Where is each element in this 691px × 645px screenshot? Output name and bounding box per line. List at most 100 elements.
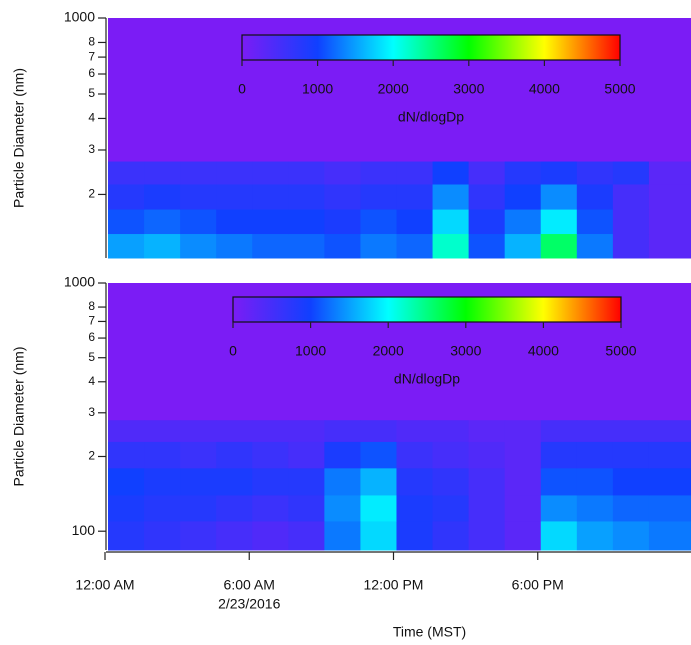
colorbar [232,296,622,323]
heatmap-cell [432,183,470,210]
heatmap-cell [216,494,253,522]
x-tick-label: 12:00 AM [75,577,134,593]
heatmap-cell [180,494,217,522]
colorbar-tick-label: 2000 [378,81,409,97]
heatmap-cell [648,420,691,442]
heatmap-cell [540,494,578,522]
heatmap-cell [504,420,542,442]
heatmap-cell [504,161,542,185]
heatmap-cell [540,209,578,235]
y-tick-label: 7 [88,49,95,63]
heatmap-cell [648,494,691,522]
heatmap-cell [504,520,542,551]
y-axis-label: Particle Diameter (nm) [11,346,27,486]
heatmap-cell [468,161,506,185]
heatmap-cell [108,209,145,235]
colorbar-tick-label: 4000 [528,343,559,359]
heatmap-cell [576,183,614,210]
heatmap-cell [576,233,614,259]
y-tick-label: 5 [88,86,95,100]
heatmap-cell [252,183,289,210]
heatmap-cell [432,161,470,185]
heatmap-cell [324,420,361,442]
heatmap-cell [396,161,434,185]
heatmap-cell [180,183,217,210]
y-tick-label: 4 [88,111,95,125]
date-label: 2/23/2016 [218,596,280,612]
heatmap-cell [540,441,578,469]
heatmap-cell [576,520,614,551]
heatmap-cell [216,209,253,235]
heatmap-cell [396,441,434,469]
heatmap-cell [396,494,434,522]
heatmap-cell [396,520,434,551]
heatmap-cell [324,183,361,210]
heatmap-cell [108,420,145,442]
heatmap-cell [144,183,181,210]
colorbar-tick-label: 3000 [453,81,484,97]
y-tick-label: 8 [88,35,95,49]
heatmap-cell [540,520,578,551]
heatmap-cell [288,441,325,469]
heatmap-cell [324,233,361,259]
heatmap-cell [324,467,361,496]
heatmap-cell [324,441,361,469]
colorbar [241,34,621,61]
heatmap-cell [144,520,181,551]
heatmap-cell [216,467,253,496]
colorbar-tick-label: 4000 [529,81,560,97]
heatmap-cell [648,520,691,551]
heatmap-cell [540,161,578,185]
heatmap-cell [468,494,506,522]
heatmap-cell [252,420,289,442]
heatmap-cell [324,161,361,185]
heatmap-cell [396,233,434,259]
heatmap-cell [252,161,289,185]
heatmap-cell [288,520,325,551]
heatmap-cell [648,233,691,259]
heatmap-cell [180,441,217,469]
heatmap-cell [108,520,145,551]
heatmap-cell [396,209,434,235]
heatmap-cell [360,494,397,522]
x-tick-label: 6:00 PM [512,577,564,593]
colorbar-tick-label: 5000 [605,343,636,359]
heatmap-cell [468,441,506,469]
heatmap-cell [432,467,470,496]
heatmap-cell [432,494,470,522]
heatmap-cell [108,467,145,496]
heatmap-cell [504,494,542,522]
colorbar-tick-label: 0 [238,81,246,97]
heatmap-cell [216,183,253,210]
colorbar-tick-label: 0 [229,343,237,359]
heatmap-cell [216,420,253,442]
colorbar-tick-label: 1000 [295,343,326,359]
heatmap-cell [468,183,506,210]
y-tick-label: 4 [88,374,95,388]
heatmap-cell [180,467,217,496]
heatmap-cell [396,183,434,210]
heatmap-cell [288,161,325,185]
heatmap-cell [612,441,650,469]
heatmap-cell [504,467,542,496]
heatmap-cell [144,494,181,522]
heatmap-cell [288,420,325,442]
heatmap-cell [468,209,506,235]
heatmap-cell [252,467,289,496]
heatmap-cell [180,209,217,235]
heatmap-cell [360,420,397,442]
heatmap-cell [612,494,650,522]
heatmap-cell [108,183,145,210]
heatmap-cell [396,467,434,496]
heatmap-cell [432,441,470,469]
colorbar-tick-label: 3000 [450,343,481,359]
heatmap-cell [576,467,614,496]
heatmap-cell [504,209,542,235]
heatmap-cell [612,233,650,259]
heatmap-cell [288,209,325,235]
heatmap-cell [396,420,434,442]
heatmap-cell [648,467,691,496]
y-tick-label: 2 [88,449,95,463]
y-tick-label: 6 [88,66,95,80]
heatmap-cell [648,183,691,210]
